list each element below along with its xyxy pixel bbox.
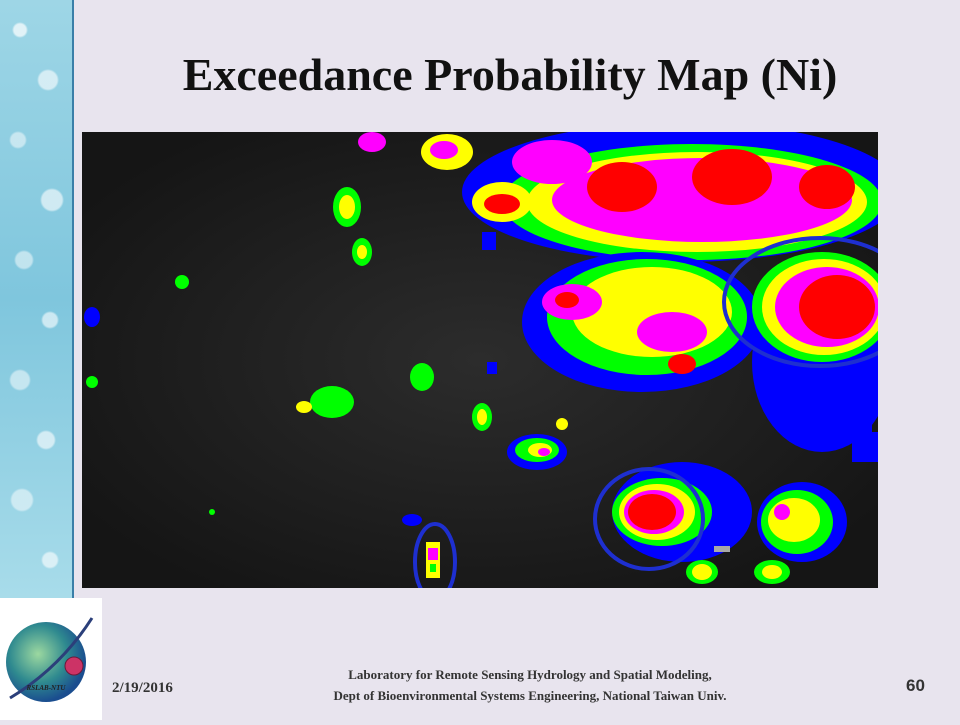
hotspot-bottom-small-circled [426, 542, 440, 578]
hotspot-small-spots [84, 187, 568, 526]
page-number: 60 [906, 676, 925, 695]
hotspot-blue-fringe [482, 232, 878, 462]
slide-title: Exceedance Probability Map (Ni) [182, 49, 838, 100]
hotspot-bottom-center-circled [612, 462, 752, 562]
hotspot-bottom-right-cluster [686, 482, 847, 584]
hotspot-top-right-cluster [358, 132, 878, 262]
slide-footer-credit: Laboratory for Remote Sensing Hydrology … [250, 664, 810, 706]
logo-text: RSLAB-NTU [26, 684, 67, 692]
exceedance-probability-map [82, 132, 878, 588]
decorative-water-strip [0, 0, 74, 598]
hotspot-middle-cluster [522, 252, 762, 392]
hotspot-right-circled [752, 252, 878, 452]
annotation-circle-right [722, 236, 878, 368]
rslab-logo: RSLAB-NTU [0, 598, 102, 720]
annotation-circles [413, 236, 878, 588]
credit-line-2: Dept of Bioenvironmental Systems Enginee… [333, 688, 727, 703]
credit-line-1: Laboratory for Remote Sensing Hydrology … [348, 667, 712, 682]
annotation-circle-bottom-small [413, 522, 457, 588]
annotation-circle-bottom-center [593, 467, 705, 571]
slide-date: 2/19/2016 [112, 680, 173, 696]
